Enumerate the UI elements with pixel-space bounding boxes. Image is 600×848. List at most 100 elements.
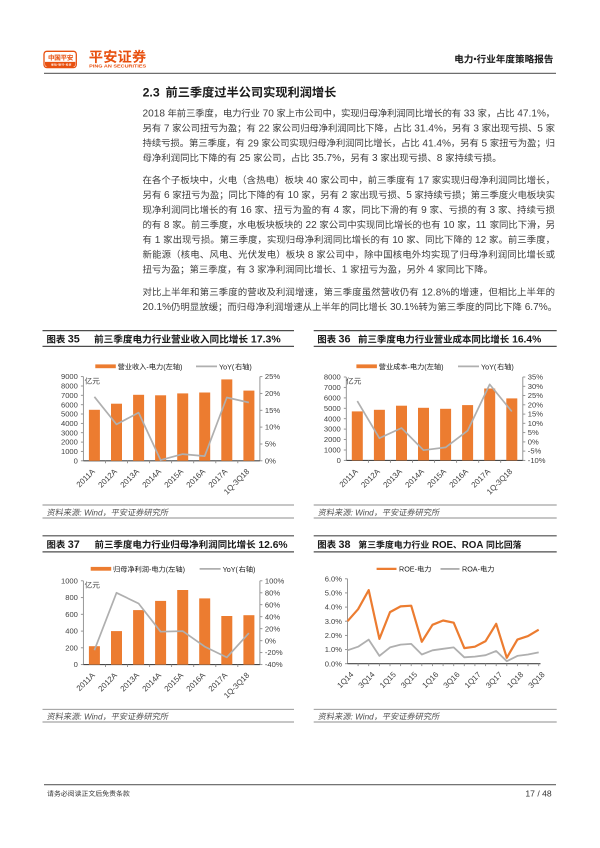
svg-text:41.4%: 41.4% <box>422 138 451 149</box>
svg-text:3: 3 <box>372 153 378 164</box>
svg-text:200: 200 <box>65 643 78 652</box>
svg-text:31.4%: 31.4% <box>414 123 443 134</box>
svg-text:4000: 4000 <box>324 414 341 423</box>
svg-text:600: 600 <box>65 610 78 619</box>
svg-text:100%: 100% <box>265 576 285 585</box>
svg-text:): ) <box>441 362 443 371</box>
svg-text:2018: 2018 <box>143 109 166 120</box>
svg-text:5.0%: 5.0% <box>325 589 343 598</box>
svg-text:: Wind: : Wind <box>351 508 375 517</box>
svg-text:8: 8 <box>308 250 314 261</box>
svg-text:35: 35 <box>68 334 80 346</box>
svg-text:15%: 15% <box>265 406 280 415</box>
svg-text:2011A: 2011A <box>75 670 98 693</box>
svg-text:3000: 3000 <box>324 425 341 434</box>
svg-text:10: 10 <box>443 220 455 231</box>
svg-text:3.0%: 3.0% <box>325 617 343 626</box>
svg-text:22: 22 <box>306 220 318 231</box>
svg-text:5: 5 <box>537 123 543 134</box>
svg-text:80%: 80% <box>265 588 280 597</box>
svg-text:3000: 3000 <box>61 428 78 437</box>
svg-text:2014A: 2014A <box>141 467 164 490</box>
svg-text:-40%: -40% <box>265 660 283 669</box>
svg-text:-5%: -5% <box>528 447 542 456</box>
svg-text:2014A: 2014A <box>141 670 164 693</box>
svg-text:5%: 5% <box>265 440 276 449</box>
svg-text:3Q15: 3Q15 <box>399 670 419 690</box>
svg-text:4: 4 <box>428 265 434 276</box>
svg-text:60%: 60% <box>265 600 280 609</box>
svg-text:(: ( <box>424 362 427 371</box>
svg-text:400: 400 <box>65 627 78 636</box>
svg-text:3: 3 <box>490 205 496 216</box>
svg-text:5: 5 <box>406 190 412 201</box>
svg-text:1: 1 <box>155 235 161 246</box>
svg-text:1: 1 <box>342 265 348 276</box>
svg-text:): ) <box>180 362 182 371</box>
svg-text:12.8%: 12.8% <box>422 287 451 298</box>
svg-text:2: 2 <box>342 190 348 201</box>
svg-text:6: 6 <box>164 190 170 201</box>
svg-text:35.7%: 35.7% <box>313 153 342 164</box>
svg-text:16.4%: 16.4% <box>512 335 541 346</box>
svg-text:0%: 0% <box>265 456 276 465</box>
svg-text:2000: 2000 <box>61 438 78 447</box>
svg-text:ROA-: ROA- <box>462 565 481 574</box>
svg-text:(: ( <box>163 362 166 371</box>
svg-text:2.0%: 2.0% <box>325 631 343 640</box>
svg-text:3Q17: 3Q17 <box>484 670 504 690</box>
svg-text:3Q14: 3Q14 <box>357 670 377 690</box>
svg-text:): ) <box>511 362 513 371</box>
svg-text:9: 9 <box>421 205 427 216</box>
svg-text:12.6%: 12.6% <box>258 540 287 551</box>
svg-text:): ) <box>253 565 255 574</box>
svg-text:33: 33 <box>464 109 476 120</box>
svg-text:2015A: 2015A <box>163 670 186 693</box>
svg-text:3Q16: 3Q16 <box>442 670 462 690</box>
svg-text:6.0%: 6.0% <box>325 574 343 583</box>
svg-text:9000: 9000 <box>61 372 78 381</box>
svg-text:1Q17: 1Q17 <box>463 670 483 690</box>
svg-text:3: 3 <box>249 265 255 276</box>
svg-text:1Q16: 1Q16 <box>420 670 440 690</box>
svg-text:1000: 1000 <box>324 446 341 455</box>
svg-text:7000: 7000 <box>324 383 341 392</box>
svg-text:5: 5 <box>482 138 488 149</box>
svg-text:0: 0 <box>74 660 78 669</box>
svg-text:22: 22 <box>259 123 271 134</box>
svg-text:2013A: 2013A <box>119 670 142 693</box>
svg-text:4: 4 <box>334 205 340 216</box>
svg-text:): ) <box>249 362 251 371</box>
svg-text:10: 10 <box>288 190 300 201</box>
svg-text:2015A: 2015A <box>163 467 186 490</box>
svg-text:5%: 5% <box>528 428 539 437</box>
svg-text:36: 36 <box>339 334 351 346</box>
svg-text:12: 12 <box>475 235 487 246</box>
svg-text:2014A: 2014A <box>403 467 426 490</box>
svg-text:0%: 0% <box>265 636 276 645</box>
svg-text:20%: 20% <box>265 389 280 398</box>
svg-text:1Q15: 1Q15 <box>378 670 398 690</box>
svg-text:2012A: 2012A <box>359 467 382 490</box>
svg-text:0.0%: 0.0% <box>325 659 343 668</box>
svg-text:2012A: 2012A <box>96 670 119 693</box>
svg-text:-20%: -20% <box>265 648 283 657</box>
svg-text:PING AN SECURITIES: PING AN SECURITIES <box>89 64 146 69</box>
svg-text:YoY(: YoY( <box>223 565 239 574</box>
svg-text:2000: 2000 <box>324 435 341 444</box>
svg-text:(: ( <box>166 565 169 574</box>
svg-text:YoY(: YoY( <box>219 362 235 371</box>
svg-text:2015A: 2015A <box>426 467 449 490</box>
svg-text:25%: 25% <box>265 372 280 381</box>
svg-text:: Wind: : Wind <box>79 712 103 721</box>
svg-text:25%: 25% <box>528 391 543 400</box>
svg-text:2016A: 2016A <box>185 670 208 693</box>
svg-text:-: - <box>408 362 411 371</box>
svg-text:37: 37 <box>68 539 80 551</box>
svg-text:5000: 5000 <box>61 410 78 419</box>
svg-text:47.1%: 47.1% <box>517 109 546 120</box>
svg-text:4.0%: 4.0% <box>325 603 343 612</box>
svg-text:2013A: 2013A <box>119 467 142 490</box>
svg-text:ROE-: ROE- <box>399 565 418 574</box>
svg-text:2011A: 2011A <box>338 467 361 490</box>
